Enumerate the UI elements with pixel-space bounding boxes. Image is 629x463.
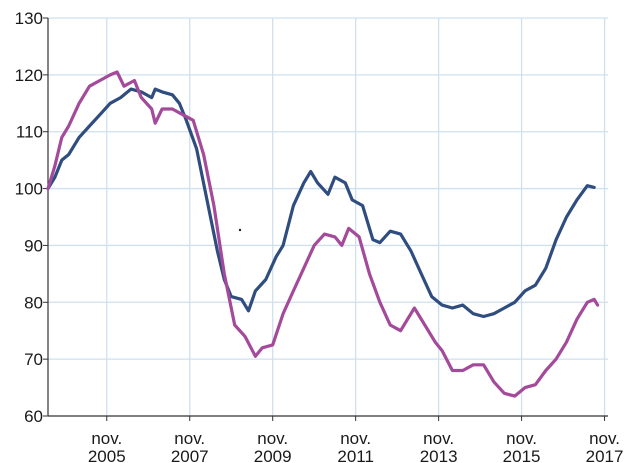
axes — [47, 18, 608, 417]
x-tick-label-year: 2015 — [503, 447, 541, 463]
y-tick-label: 90 — [24, 236, 43, 255]
gridlines — [48, 17, 608, 416]
y-tick-label: 60 — [24, 407, 43, 426]
y-tick-label: 130 — [15, 9, 43, 28]
x-tick-label-month: nov. — [589, 429, 620, 448]
x-tick-label-year: 2005 — [88, 447, 126, 463]
y-tick-label: 70 — [24, 350, 43, 369]
y-tick-label: 80 — [24, 293, 43, 312]
x-tick-label-month: nov. — [506, 429, 537, 448]
y-tick-label: 120 — [15, 66, 43, 85]
y-axis-ticks: 60 70 80 90 100 110 120 130 — [15, 9, 48, 426]
x-tick-label-year: 2007 — [171, 447, 209, 463]
y-tick-label: 100 — [15, 180, 43, 199]
x-tick-label-year: 2009 — [254, 447, 292, 463]
x-tick-label-month: nov. — [423, 429, 454, 448]
x-tick-label-month: nov. — [91, 429, 122, 448]
x-tick-label-month: nov. — [257, 429, 288, 448]
x-tick-label-year: 2011 — [337, 447, 374, 463]
y-tick-label: 110 — [16, 123, 43, 142]
series-line-1 — [46, 87, 596, 319]
series-line-2 — [46, 70, 600, 398]
stray-dot-mark — [238, 228, 242, 232]
x-axis-ticks: nov.2005nov.2007nov.2009nov.2011nov.2013… — [88, 416, 624, 463]
x-tick-label-year: 2017 — [586, 447, 624, 463]
x-tick-label-month: nov. — [174, 429, 205, 448]
x-tick-label-month: nov. — [340, 429, 371, 448]
series-lines — [46, 70, 600, 398]
x-tick-label-year: 2013 — [420, 447, 458, 463]
